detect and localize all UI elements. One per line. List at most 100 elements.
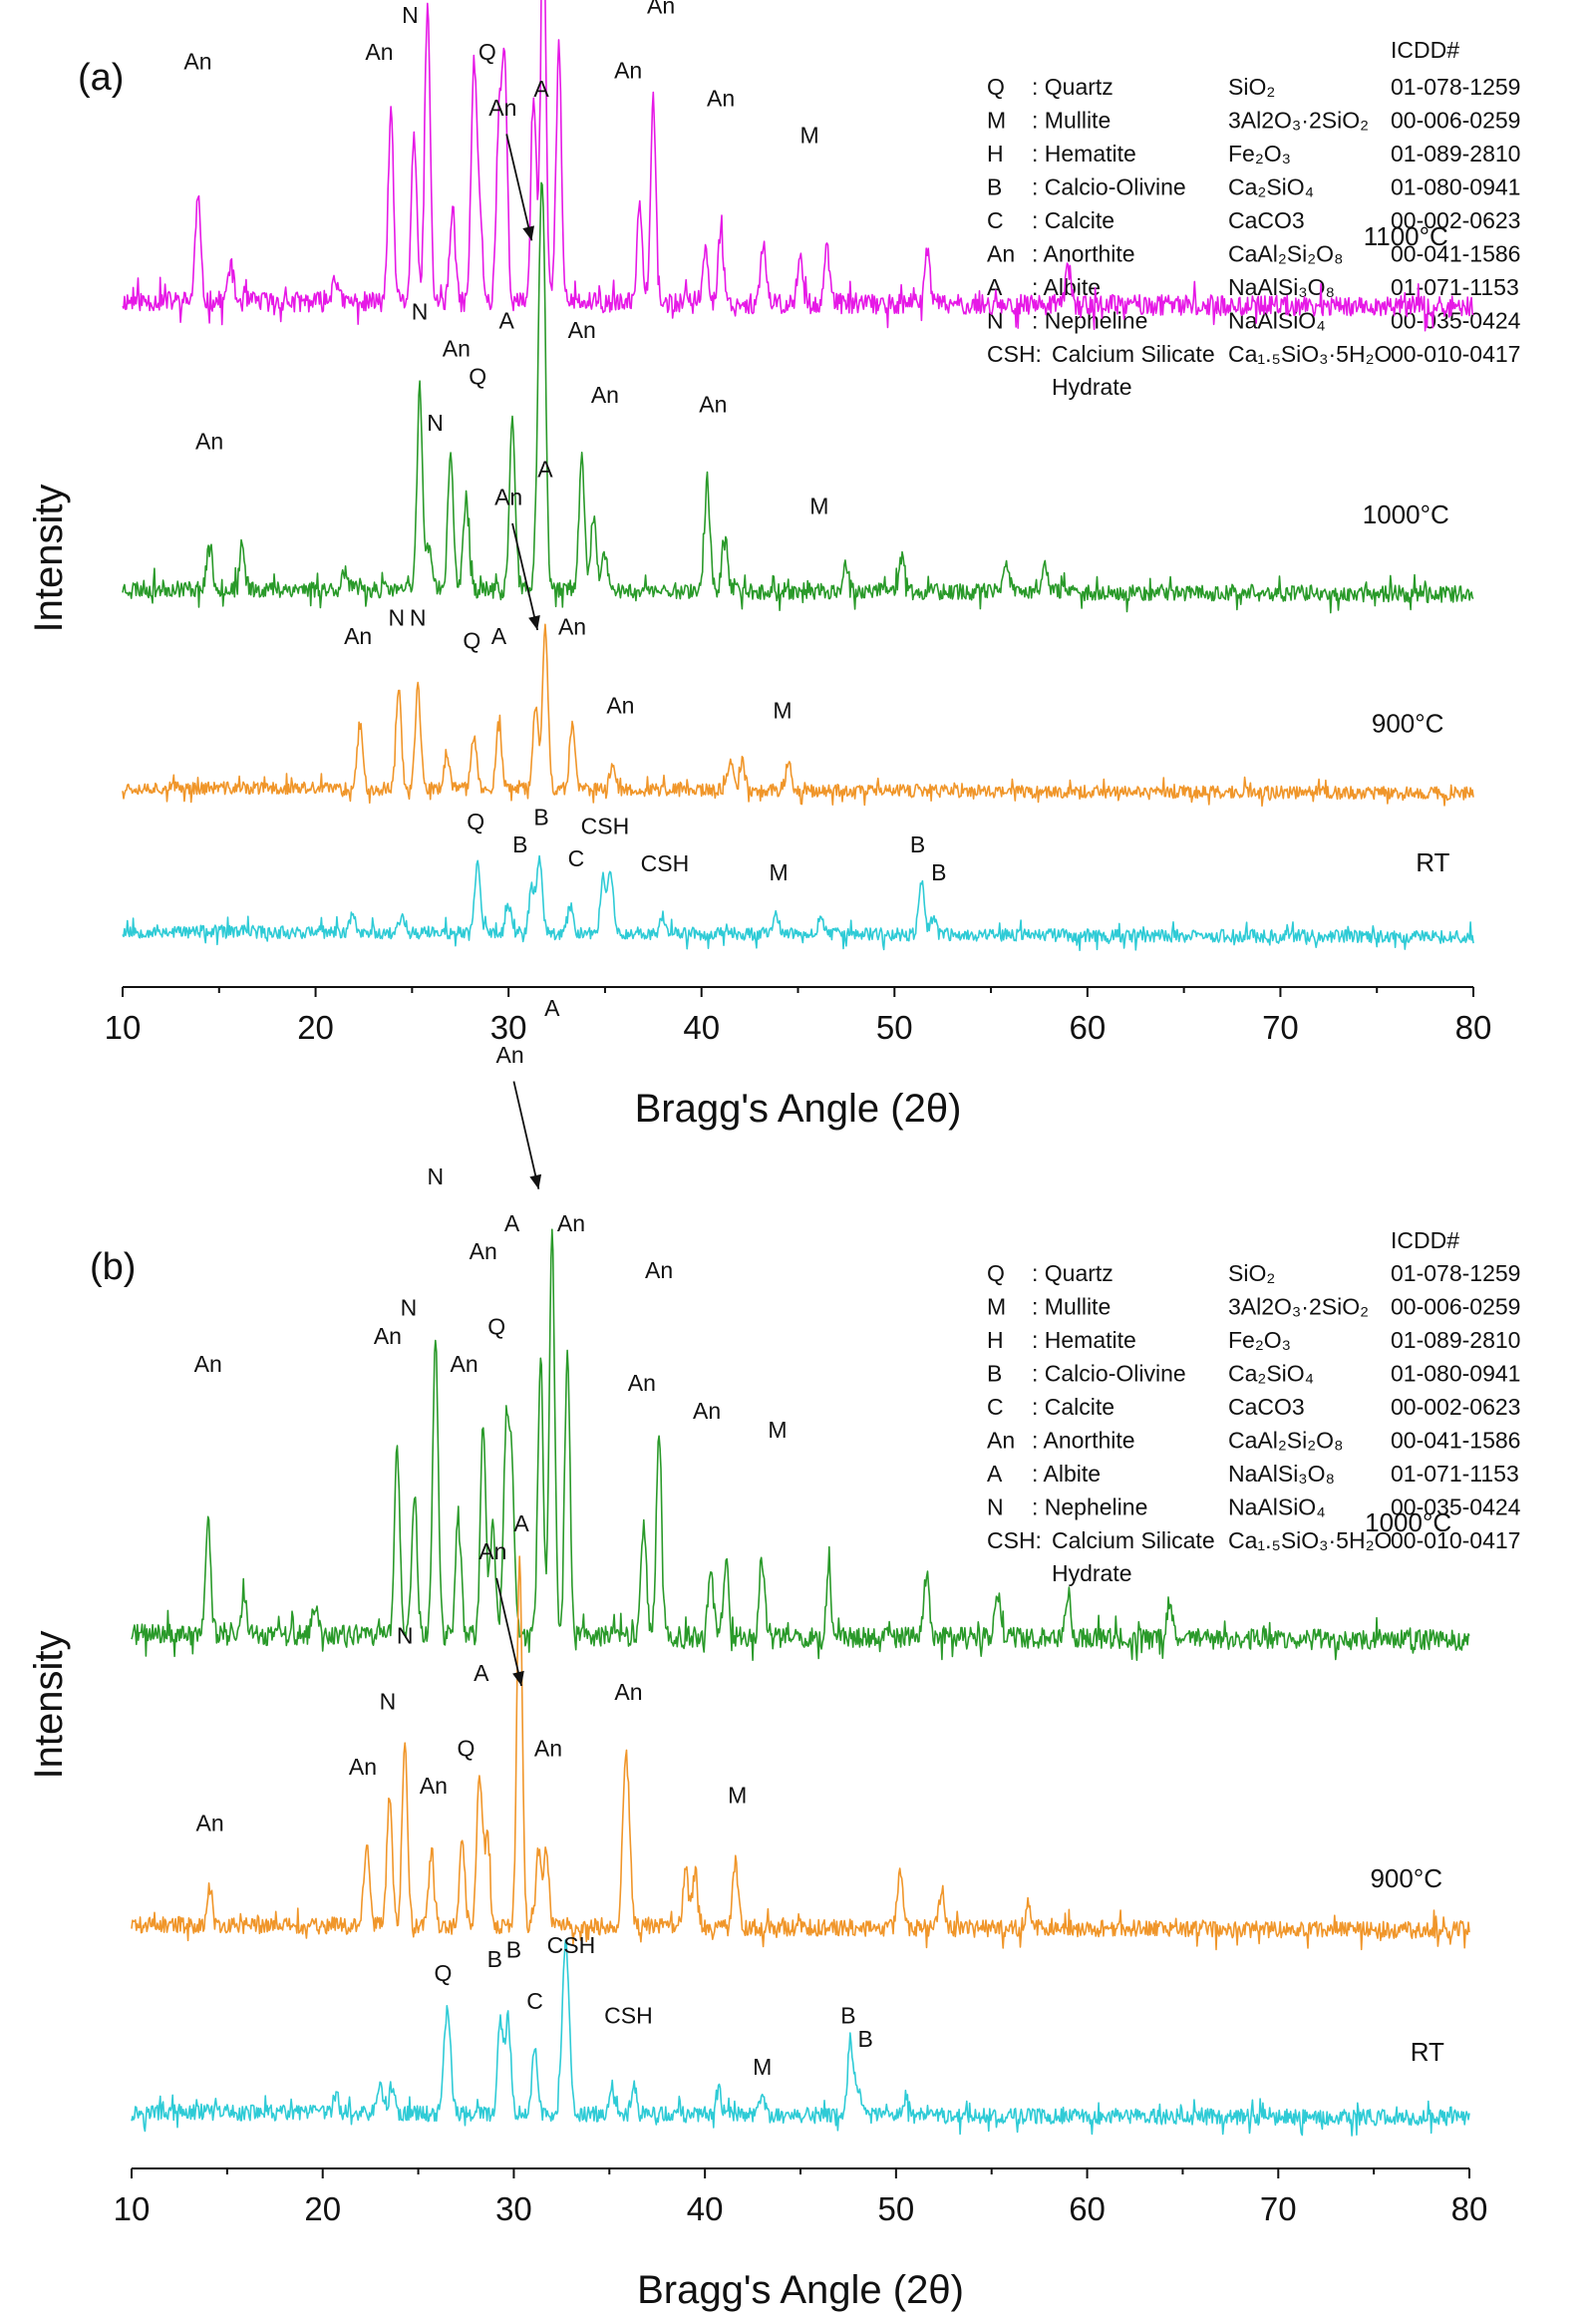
peak-label: A xyxy=(513,1510,529,1536)
arrow-head xyxy=(529,1173,542,1189)
legend-code: N xyxy=(987,1494,1004,1520)
legend-phase-name: : Hematite xyxy=(1032,141,1136,166)
x-tick-label: 20 xyxy=(304,2190,341,2227)
legend-formula: CaAl₂Si₂O₈ xyxy=(1228,241,1344,267)
peak-label: Q xyxy=(458,1735,476,1761)
peak-label: M xyxy=(753,2054,772,2080)
legend-formula: SiO₂ xyxy=(1228,74,1275,100)
arrow-line xyxy=(512,1081,540,1189)
panel-a: (a) 10 20 30 40 50 60 70 80 Bragg's Angle (2θ) Int… xyxy=(27,0,1521,1131)
peak-label: C xyxy=(568,845,585,871)
legend-icdd: 00-002-0623 xyxy=(1391,1394,1520,1420)
legend-row: C: Calcite CaCO3 00-002-0623 xyxy=(987,207,1520,233)
legend-icdd: 00-035-0424 xyxy=(1391,1494,1521,1520)
legend-title: ICDD# xyxy=(1391,1227,1459,1253)
arrow-line xyxy=(511,522,539,631)
legend-title: ICDD# xyxy=(1391,37,1459,63)
peak-label: N xyxy=(402,2,419,28)
legend-phase-name: : Calcio-Olivine xyxy=(1032,1361,1186,1387)
peak-label: Q xyxy=(435,1960,453,1986)
peak-label: An xyxy=(195,429,223,455)
legend-row: H: Hematite Fe₂O₃ 01-089-2810 xyxy=(987,1327,1520,1353)
legend-code: A xyxy=(987,274,1003,300)
peak-label: A xyxy=(474,1660,489,1686)
legend-phase-name: : Hematite xyxy=(1032,1327,1136,1353)
legend-code: H xyxy=(987,1327,1004,1353)
peak-label: An xyxy=(534,1735,562,1761)
legend-icdd: 00-041-1586 xyxy=(1391,1428,1520,1454)
legend-code: H xyxy=(987,141,1004,166)
peak-label: An xyxy=(496,1042,524,1068)
legend-row: A: Albite NaAlSi₃O₈ 01-071-1153 xyxy=(987,1461,1519,1487)
peak-label: An xyxy=(693,1398,721,1424)
peak-label: B xyxy=(487,1946,502,1972)
peak-label: An xyxy=(478,1538,506,1564)
peak-label: An xyxy=(568,317,596,343)
legend-code: C xyxy=(987,207,1004,233)
legend-row: M: Mullite 3Al2O₃·2SiO₂ 00-006-0259 xyxy=(987,108,1520,134)
x-tick-label: 40 xyxy=(683,1009,720,1046)
peak-label: B xyxy=(858,2026,873,2052)
series-label: 1100°C xyxy=(1364,221,1448,251)
x-tick-label: 30 xyxy=(490,1009,527,1046)
x-tick-label: 40 xyxy=(687,2190,724,2227)
x-tick-label: 80 xyxy=(1455,1009,1492,1046)
legend-formula: 3Al2O₃·2SiO₂ xyxy=(1228,1294,1369,1320)
legend-icdd: 01-089-2810 xyxy=(1391,141,1520,166)
legend-code: B xyxy=(987,1361,1002,1387)
legend-icdd: 00-035-0424 xyxy=(1391,308,1521,334)
xrd-pattern-line xyxy=(122,0,1474,332)
peak-label: N xyxy=(389,604,406,630)
peak-label: M xyxy=(770,859,789,885)
legend-phase-name: : Albite xyxy=(1032,274,1101,300)
xrd-pattern-line xyxy=(131,1228,1470,1661)
x-tick-label: 10 xyxy=(105,1009,142,1046)
peak-label: A xyxy=(533,76,549,102)
peak-label: M xyxy=(773,697,792,723)
panel-b: (b) 10 20 30 40 50 60 70 80 Bragg's Angle (2θ) Int… xyxy=(27,995,1521,2312)
legend-row: N: Nepheline NaAlSiO₄ 00-035-0424 xyxy=(987,308,1521,334)
legend-phase-name: : Anorthite xyxy=(1032,241,1135,267)
x-tick-label: 20 xyxy=(297,1009,334,1046)
peak-label: CSH xyxy=(604,2002,653,2028)
arrow-line xyxy=(505,134,533,241)
legend-formula: Ca₂SiO₄ xyxy=(1228,1361,1314,1387)
xrd-pattern-line xyxy=(122,181,1474,614)
legend-icdd: 01-078-1259 xyxy=(1391,74,1520,100)
legend-code: Q xyxy=(987,74,1005,100)
peak-label: An xyxy=(488,95,516,121)
peak-label: Q xyxy=(467,809,484,834)
legend-row: CSH: Calcium Silicate Hydrate Ca₁.₅SiO₃·5H₂… xyxy=(987,341,1520,400)
legend-code: C xyxy=(987,1394,1004,1420)
peak-label: N xyxy=(380,1688,397,1714)
legend-row: Q: Quartz SiO₂ 01-078-1259 xyxy=(987,1260,1520,1286)
peak-label: An xyxy=(344,623,372,649)
legend-phase-name: : Quartz xyxy=(1032,1260,1114,1286)
x-tick-label: 60 xyxy=(1069,2190,1106,2227)
legend-icdd: 00-006-0259 xyxy=(1391,108,1520,134)
x-axis-title: Bragg's Angle (2θ) xyxy=(637,2268,964,2312)
legend-phase-name: : Quartz xyxy=(1032,74,1114,100)
legend-phase-name: : Anorthite xyxy=(1032,1428,1135,1454)
peak-label: B xyxy=(910,831,925,857)
peak-label: An xyxy=(707,86,735,112)
xrd-pattern-line xyxy=(122,854,1474,952)
series-label: 900°C xyxy=(1370,1863,1442,1893)
series-label: 1000°C xyxy=(1365,1507,1451,1537)
arrow-line xyxy=(495,1577,522,1687)
x-tick-label: 10 xyxy=(114,2190,151,2227)
peak-label: An xyxy=(420,1773,448,1799)
legend-code: M xyxy=(987,1294,1006,1320)
phase-legend: ICDD# Q: Quartz SiO₂ 01-078-1259 M: Mullite 3… xyxy=(987,1227,1521,1586)
legend-row: C: Calcite CaCO3 00-002-0623 xyxy=(987,1394,1520,1420)
legend-row: N: Nepheline NaAlSiO₄ 00-035-0424 xyxy=(987,1494,1521,1520)
peak-label: CSH xyxy=(641,850,690,876)
peak-label: An xyxy=(494,484,522,509)
peak-label: A xyxy=(504,1210,520,1236)
peak-label: An xyxy=(699,391,727,417)
legend-formula: NaAlSi₃O₈ xyxy=(1228,1461,1335,1487)
legend-formula: NaAlSiO₄ xyxy=(1228,1494,1326,1520)
